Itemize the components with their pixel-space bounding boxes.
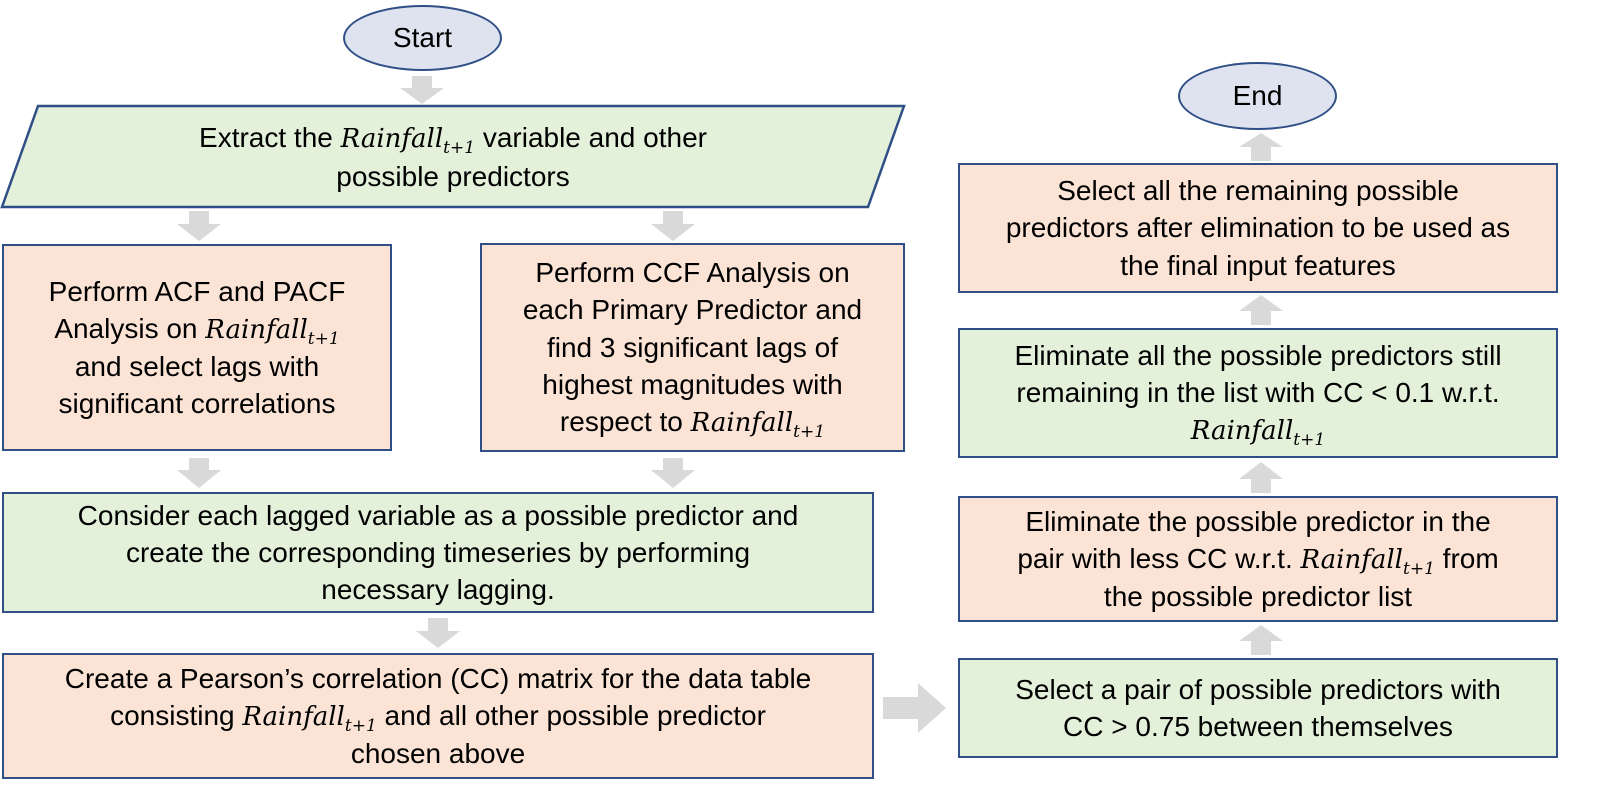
arrow-select-pair-to-eliminate-pair xyxy=(1239,625,1283,655)
start-terminal: Start xyxy=(343,5,502,71)
arrow-extract-to-ccf xyxy=(651,211,695,241)
pearson-matrix-step: Create a Pearson’s correlation (CC) matr… xyxy=(2,653,874,779)
arrow-acf-to-consider xyxy=(177,458,221,488)
end-label: End xyxy=(1232,80,1283,111)
eliminate-low-variable: Rainfallt+1 xyxy=(1190,416,1326,451)
extract-line-2: possible predictors xyxy=(336,160,570,192)
ccf-step: Perform CCF Analysis on each Primary Pre… xyxy=(480,243,905,452)
start-label: Start xyxy=(392,22,453,53)
eliminate-pair-variable: Rainfallt+1 xyxy=(1300,545,1435,580)
end-terminal: End xyxy=(1178,62,1337,130)
arrow-ccf-to-consider xyxy=(651,458,695,488)
acf-pacf-step: Perform ACF and PACF Analysis on Rainfal… xyxy=(2,244,392,451)
arrow-eliminate-low-to-select-remaining xyxy=(1239,295,1283,325)
extract-step: Extract the Rainfallt+1 variable and oth… xyxy=(60,110,846,205)
acf-variable: Rainfallt+1 xyxy=(205,315,340,350)
arrow-consider-to-pearson xyxy=(416,618,460,648)
arrow-select-remaining-to-end xyxy=(1239,133,1283,161)
ccf-variable: Rainfallt+1 xyxy=(690,408,826,443)
arrow-extract-to-acf xyxy=(177,211,221,241)
eliminate-pair-step: Eliminate the possible predictor in the … xyxy=(958,496,1558,622)
select-pair-step: Select a pair of possible predictors wit… xyxy=(958,658,1558,758)
arrow-eliminate-pair-to-eliminate-low xyxy=(1239,462,1283,493)
select-remaining-step: Select all the remaining possible predic… xyxy=(958,163,1558,293)
arrow-pearson-to-select-pair xyxy=(883,683,946,733)
arrow-start-to-extract xyxy=(400,76,444,104)
extract-line-1: Extract the Rainfallt+1 variable and oth… xyxy=(199,122,707,159)
extract-shape xyxy=(0,104,906,209)
consider-lagged-step: Consider each lagged variable as a possi… xyxy=(2,492,874,613)
extract-variable: Rainfallt+1 xyxy=(340,124,476,159)
pearson-variable: Rainfallt+1 xyxy=(242,702,377,737)
eliminate-low-cc-step: Eliminate all the possible predictors st… xyxy=(958,328,1558,458)
